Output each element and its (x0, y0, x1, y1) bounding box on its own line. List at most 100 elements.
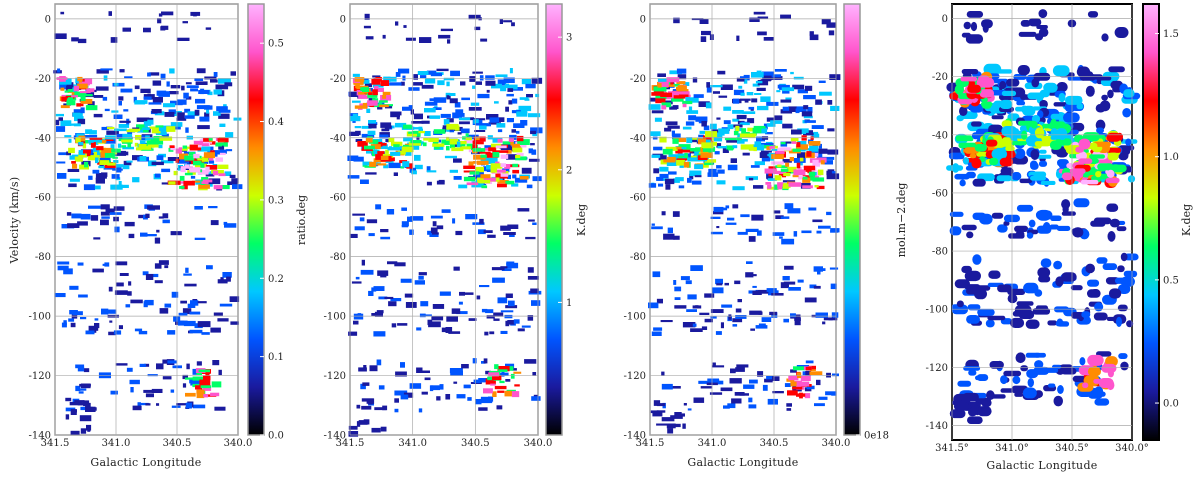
emission-cell (196, 105, 210, 110)
emission-cell (511, 129, 516, 133)
emission-cell (677, 153, 688, 158)
emission-cell (665, 84, 675, 87)
emission-cell (95, 177, 105, 184)
emission-cell (535, 93, 540, 98)
emission-cell (661, 211, 666, 216)
emission-cell (474, 118, 486, 121)
emission-cell (364, 13, 370, 20)
emission-cell (661, 102, 672, 108)
emission-cell (195, 81, 208, 85)
emission-cell (185, 127, 189, 133)
emission-cell (56, 161, 66, 164)
emission-cell (782, 123, 793, 129)
emission-cell (152, 80, 162, 86)
emission-cell (362, 382, 370, 386)
emission-cell (808, 141, 821, 146)
emission-cell (210, 150, 215, 154)
emission-cell (784, 265, 794, 270)
emission-cell (1116, 226, 1127, 232)
emission-cell (485, 378, 496, 385)
emission-cell (1001, 120, 1012, 128)
emission-cell (1036, 209, 1051, 221)
emission-cell (716, 180, 726, 185)
x-ticks-4: 341.5° 341.0° 340.5° 340.0° (935, 443, 1149, 454)
emission-cell (826, 173, 840, 180)
emission-cell (424, 78, 436, 84)
emission-cell (142, 127, 150, 130)
emission-cell (683, 82, 690, 86)
emission-cell (352, 100, 361, 103)
emission-cell (1002, 137, 1011, 143)
emission-cell (701, 142, 714, 149)
emission-cell (196, 372, 202, 375)
emission-cell (980, 101, 993, 107)
emission-cell (77, 83, 88, 89)
emission-cell (410, 216, 424, 221)
emission-cell (1035, 33, 1044, 41)
emission-cell (1070, 285, 1083, 291)
emission-cell (143, 96, 152, 100)
emission-cell (365, 36, 374, 40)
emission-cell (753, 147, 757, 152)
emission-cell (210, 79, 218, 83)
emission-cell (1061, 199, 1071, 210)
emission-cell (190, 88, 198, 92)
emission-cell (402, 144, 413, 148)
emission-cell (989, 157, 999, 166)
emission-cell (667, 428, 674, 434)
emission-cell (189, 144, 202, 151)
emission-cell (717, 169, 725, 174)
emission-cell (80, 107, 85, 114)
emission-cell (158, 260, 169, 265)
emission-cell (201, 156, 209, 162)
emission-cell (458, 117, 471, 121)
emission-cell (440, 28, 453, 32)
emission-cell (681, 149, 693, 153)
emission-cell (446, 136, 450, 141)
emission-cell (742, 111, 756, 114)
emission-cell (198, 369, 210, 373)
emission-cell (395, 72, 401, 77)
emission-cell (356, 421, 361, 427)
emission-cell (703, 125, 710, 131)
emission-cell (661, 417, 675, 422)
emission-cell (956, 300, 964, 308)
emission-cell (1038, 9, 1048, 19)
emission-cell (1018, 31, 1037, 37)
emission-cell (159, 308, 169, 314)
emission-cell (818, 143, 822, 149)
emission-cell (676, 158, 687, 161)
emission-cell (1120, 361, 1129, 371)
emission-cell (158, 91, 170, 97)
emission-cell (485, 147, 489, 151)
emission-cell (473, 161, 477, 164)
panel-2: 0-20-40-60-80-100-120-140 341.5 341.0 340.… (324, 3, 588, 449)
emission-cell (716, 283, 723, 286)
emission-cell (497, 180, 509, 184)
emission-cell (494, 101, 499, 104)
emission-cell (526, 184, 533, 189)
emission-cell (699, 312, 710, 315)
emission-cell (718, 128, 730, 134)
emission-cell (999, 81, 1007, 90)
colorbar-ticks-2: 123 (558, 33, 572, 309)
emission-cell (1020, 20, 1031, 27)
emission-cell (987, 315, 1006, 321)
emission-cell (1053, 102, 1068, 107)
emission-cell (826, 170, 835, 176)
emission-cell (354, 105, 368, 109)
emission-cell (1034, 127, 1045, 139)
emission-cell (421, 84, 434, 89)
emission-cell (956, 115, 964, 122)
emission-cell (690, 148, 701, 152)
emission-map-4 (946, 9, 1141, 424)
emission-cell (369, 161, 377, 167)
emission-cell (772, 232, 785, 236)
emission-cell (734, 280, 741, 285)
emission-cell (771, 148, 783, 151)
emission-cell (511, 183, 519, 187)
x-tick-label: 340.0° (1115, 443, 1149, 454)
x-tick-label: 340.0 (822, 438, 851, 449)
emission-cell (971, 121, 982, 127)
emission-cell (802, 177, 811, 183)
